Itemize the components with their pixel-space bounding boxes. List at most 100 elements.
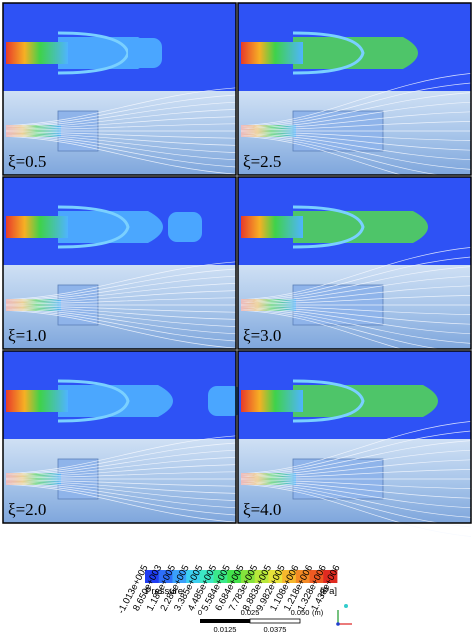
colorbar-unit: [Pa] [320, 586, 337, 597]
panel-label: ξ=3.0 [243, 326, 281, 345]
streamline [240, 305, 472, 315]
contour-region [293, 37, 418, 69]
panel-label: ξ=1.0 [8, 326, 46, 345]
panel-grid: ξ=0.5 ξ=2.5 ξ=1.0 ξ=3.0 ξ=2.0 ξ=4.0 [2, 2, 472, 537]
contour-region [292, 205, 365, 249]
streamline [240, 132, 472, 151]
streamline [240, 275, 472, 303]
panel-frame [237, 176, 472, 350]
color-band [172, 570, 187, 583]
streamline [5, 131, 237, 139]
streamline [5, 457, 237, 477]
streamline [240, 308, 472, 344]
color-band [254, 570, 269, 583]
panel-frame [237, 2, 472, 176]
streamline [240, 481, 472, 509]
panel-frame [2, 350, 237, 524]
streamline [240, 469, 472, 479]
streamline [240, 295, 472, 305]
streamline [240, 133, 472, 161]
streamline [240, 247, 472, 300]
streamline [240, 421, 472, 474]
streamline [5, 290, 237, 304]
contour-region [292, 379, 365, 423]
streamline [240, 480, 472, 499]
panel-frame [237, 350, 472, 524]
contour-region [293, 211, 428, 243]
panel-label: ξ=0.5 [8, 152, 46, 171]
scale-label: 0.0375 [264, 625, 287, 634]
panel: ξ=2.0 [2, 350, 242, 524]
streamline [5, 275, 237, 302]
streamline [5, 132, 237, 146]
streamline [5, 116, 237, 130]
streamline [5, 136, 237, 175]
streamline [5, 435, 237, 474]
jet-core [6, 42, 68, 64]
streamline [240, 285, 472, 304]
contour-blob [208, 386, 242, 416]
streamline [240, 111, 472, 130]
color-band [323, 570, 338, 583]
streamline [240, 482, 472, 518]
contour-blob [128, 38, 162, 68]
streamline [5, 308, 237, 335]
colorbar-title: Pressure [145, 586, 183, 597]
streamline [5, 135, 237, 168]
streamline [5, 309, 237, 342]
panel: ξ=0.5 [2, 2, 237, 176]
jet-core [241, 42, 303, 64]
streamline [5, 306, 237, 320]
streamline [5, 283, 237, 303]
streamline [5, 483, 237, 516]
contour-region [293, 385, 438, 417]
streamline [240, 92, 472, 128]
panel-frame [2, 2, 237, 176]
panel-label: ξ=2.0 [8, 500, 46, 519]
streamline [240, 121, 472, 131]
scale-label: 0 [198, 608, 202, 617]
panel: ξ=1.0 [2, 176, 237, 350]
scale-label: 0.025 [241, 608, 260, 617]
color-band [213, 570, 228, 583]
jet-core [241, 390, 303, 412]
scale-label: 0.0125 [214, 625, 237, 634]
streamline [5, 101, 237, 128]
streamline [240, 479, 472, 489]
color-band [309, 570, 324, 583]
streamline [5, 305, 237, 313]
streamline [5, 297, 237, 305]
jet-core [241, 216, 303, 238]
streamline [5, 87, 237, 126]
streamline [5, 482, 237, 509]
streamline [240, 430, 472, 475]
streamline [240, 440, 472, 476]
contour-region [58, 211, 163, 243]
panel-label: ξ=4.0 [243, 500, 281, 519]
panel: ξ=3.0 [237, 176, 472, 363]
streamline [5, 123, 237, 131]
streamline [5, 268, 237, 301]
panel: ξ=4.0 [237, 350, 472, 537]
contour-region [57, 379, 130, 423]
panel-label: ξ=2.5 [243, 152, 281, 171]
jet-core [6, 390, 68, 412]
color-band [186, 570, 201, 583]
streamline [240, 449, 472, 477]
streamline [240, 307, 472, 335]
contour-region [58, 385, 173, 417]
streamline [5, 464, 237, 478]
color-band [295, 570, 310, 583]
color-band [145, 570, 160, 583]
scale-bar: 0 0.025 0.050 (m) 0.0125 0.0375 [198, 608, 324, 634]
streamline [5, 261, 237, 300]
jet-core [6, 216, 68, 238]
panel: ξ=2.5 [237, 2, 472, 189]
streamline [240, 266, 472, 302]
scale-segment [249, 618, 301, 624]
color-band [268, 570, 283, 583]
axis-triad [336, 604, 352, 626]
color-band [282, 570, 297, 583]
contour-region [292, 31, 365, 75]
streamline [240, 101, 472, 129]
